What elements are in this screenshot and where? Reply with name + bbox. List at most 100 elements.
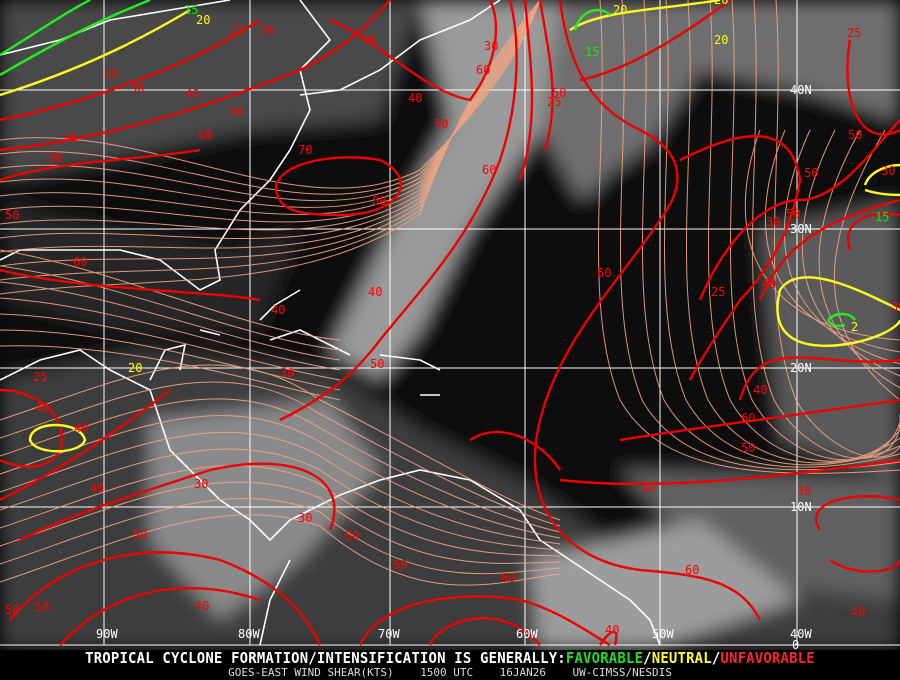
streamline: [597, 0, 900, 474]
contour-label: 50: [848, 128, 862, 142]
valid-time: 1500 UTC: [420, 666, 474, 679]
contour-label: 40: [195, 599, 209, 613]
lat-label: 10N: [790, 500, 812, 514]
contour-label: 50: [786, 207, 800, 221]
contour-label: 25: [547, 95, 561, 109]
streamline: [0, 345, 341, 401]
contour-label: 2: [851, 320, 858, 334]
streamline: [765, 129, 900, 353]
lon-label: 80W: [238, 627, 260, 641]
contour-label: 60: [372, 194, 386, 208]
lat-label: 0: [792, 638, 799, 650]
contour-label: 30: [797, 484, 811, 498]
contour-label: 15: [875, 210, 889, 224]
contour-label: 50: [35, 600, 49, 614]
contour-label: 30: [766, 215, 780, 229]
streamline: [0, 281, 341, 361]
contour-label: 20: [128, 361, 142, 375]
contour-label: 50: [228, 105, 242, 119]
streamline: [0, 465, 561, 557]
unfavorable-label: UNFAVORABLE: [720, 649, 815, 667]
streamline: [619, 0, 900, 471]
contour-label: 30: [484, 39, 498, 53]
streamline: [0, 0, 541, 253]
contour-label: 30: [881, 164, 895, 178]
contour-label: 20: [714, 0, 728, 7]
product-name: GOES-EAST WIND SHEAR(KTS): [228, 666, 394, 679]
streamline: [0, 0, 541, 240]
contour-label: 25: [104, 67, 118, 81]
streamline: [784, 129, 900, 365]
streamline: [685, 0, 900, 464]
streamline: [0, 0, 541, 267]
streamline: [0, 0, 541, 281]
contour-label: 60: [597, 266, 611, 280]
streamline: [0, 398, 561, 533]
lon-label: 50W: [652, 627, 674, 641]
contour-label: 30: [280, 366, 294, 380]
favorable-label: FAVORABLE: [565, 649, 644, 667]
contour-label: 50: [804, 166, 818, 180]
legend-footer: TROPICAL CYCLONE FORMATION/INTENSIFICATI…: [0, 650, 900, 680]
contour-label: 30: [891, 300, 900, 314]
streamline: [0, 431, 561, 545]
streamline: [0, 0, 541, 231]
streamline: [0, 364, 561, 521]
contour-label: 40: [605, 623, 619, 637]
neutral-label: NEUTRAL: [651, 649, 712, 667]
contour-label: 25: [33, 370, 47, 384]
contour-label: 40: [271, 303, 285, 317]
streamline: [0, 297, 341, 371]
streamline: [833, 129, 900, 401]
contour-label: 20: [613, 3, 627, 17]
data-source: UW-CIMSS/NESDIS: [572, 666, 672, 679]
contour-label: 30: [260, 23, 274, 37]
contour-label: 20: [714, 33, 728, 47]
contour-label: 20: [196, 13, 210, 27]
contour-label: 15: [585, 45, 599, 59]
contour-label: 40: [408, 91, 422, 105]
streamline: [663, 0, 900, 466]
contour-label: 60: [741, 411, 755, 425]
streamline: [0, 481, 561, 564]
cloud-imagery: [0, 0, 900, 650]
streamline: [751, 0, 900, 459]
contour-label: 40: [74, 421, 88, 435]
lat-label: 20N: [790, 361, 812, 375]
contour-label: 50: [5, 603, 19, 617]
contour-label: 40: [90, 481, 104, 495]
contour-label: 40: [851, 605, 865, 619]
contour-label: 50: [434, 117, 448, 131]
streamline: [0, 381, 561, 527]
axis-labels: 90W 80W 70W 60W 50W 40W 40N 30N 20N 10N …: [96, 83, 812, 650]
streamline: [0, 0, 541, 189]
contour-label: 50: [393, 558, 407, 572]
streamline: [707, 0, 900, 462]
contour-label: 60: [48, 151, 62, 165]
contour-label: 25: [711, 285, 725, 299]
contour-label: 70: [298, 143, 312, 157]
headline-prefix: TROPICAL CYCLONE FORMATION/INTENSIFICATI…: [85, 649, 566, 667]
lon-label: 60W: [516, 627, 538, 641]
contour-label: 40: [368, 285, 382, 299]
contour-label: 40: [753, 383, 767, 397]
streamline: [0, 0, 541, 202]
streamline: [0, 514, 561, 586]
contour-label: 30: [130, 81, 144, 95]
contour-label: 50: [345, 529, 359, 543]
streamline: [0, 497, 561, 575]
contour-label: 40: [762, 277, 776, 291]
coastlines: [0, 0, 661, 646]
streamline: [0, 329, 341, 391]
headline: TROPICAL CYCLONE FORMATION/INTENSIFICATI…: [32, 650, 869, 667]
lon-label: 90W: [96, 627, 118, 641]
streamline: [0, 265, 341, 351]
contour-label: 60: [685, 563, 699, 577]
contour-label: 30: [641, 481, 655, 495]
lat-label: 40N: [790, 83, 812, 97]
separator: /: [643, 649, 652, 667]
contour-label: 60: [476, 63, 490, 77]
streamline: [0, 0, 541, 295]
